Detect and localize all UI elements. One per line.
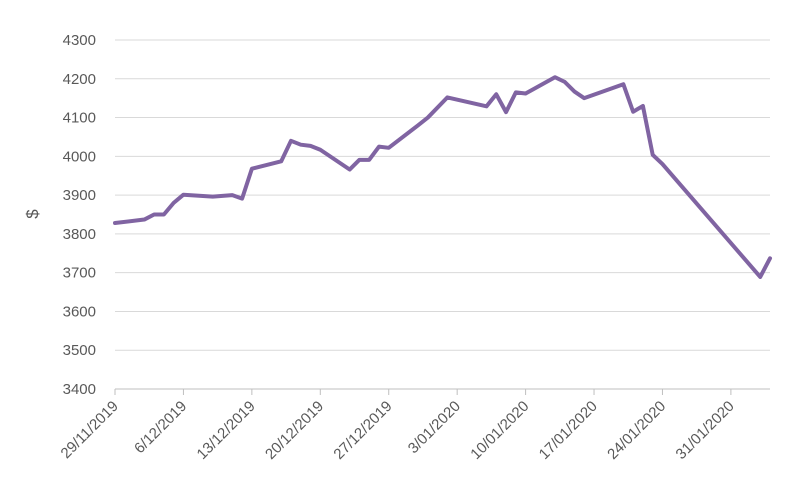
x-axis [114,388,770,395]
x-tick-label-8: 24/01/2020 [604,398,669,463]
y-tick-label-4200: 4200 [63,71,96,88]
x-tick-label-4: 27/12/2019 [330,398,395,463]
x-tick-label-7: 17/01/2020 [536,398,601,463]
series-layer [113,75,772,279]
y-tick-label-3800: 3800 [63,226,96,243]
series-line-0 [113,75,772,279]
y-tick-label-3900: 3900 [63,187,96,204]
x-tick-label-1: 6/12/2019 [131,398,190,457]
x-tick-label-0: 29/11/2019 [58,398,122,462]
tick-labels: 3400 3500 3600 3700 3800 3900 4000 4100 4200 4300… [58,32,738,463]
y-tick-label-3500: 3500 [63,342,96,359]
y-tick-label-4300: 4300 [63,32,96,49]
x-tick-label-3: 20/12/2019 [262,398,327,463]
y-tick-label-4000: 4000 [63,148,96,165]
x-tick-label-9: 31/01/2020 [673,398,738,463]
x-tick-label-2: 13/12/2019 [194,398,259,463]
x-tick-label-6: 10/01/2020 [467,398,532,463]
y-tick-label-3600: 3600 [63,303,96,320]
x-tick-label-5: 3/01/2020 [405,398,464,457]
y-tick-label-3700: 3700 [63,265,96,282]
y-tick-label-3400: 3400 [63,381,96,398]
y-axis-title: $ [23,209,42,219]
y-tick-label-4100: 4100 [63,110,96,127]
